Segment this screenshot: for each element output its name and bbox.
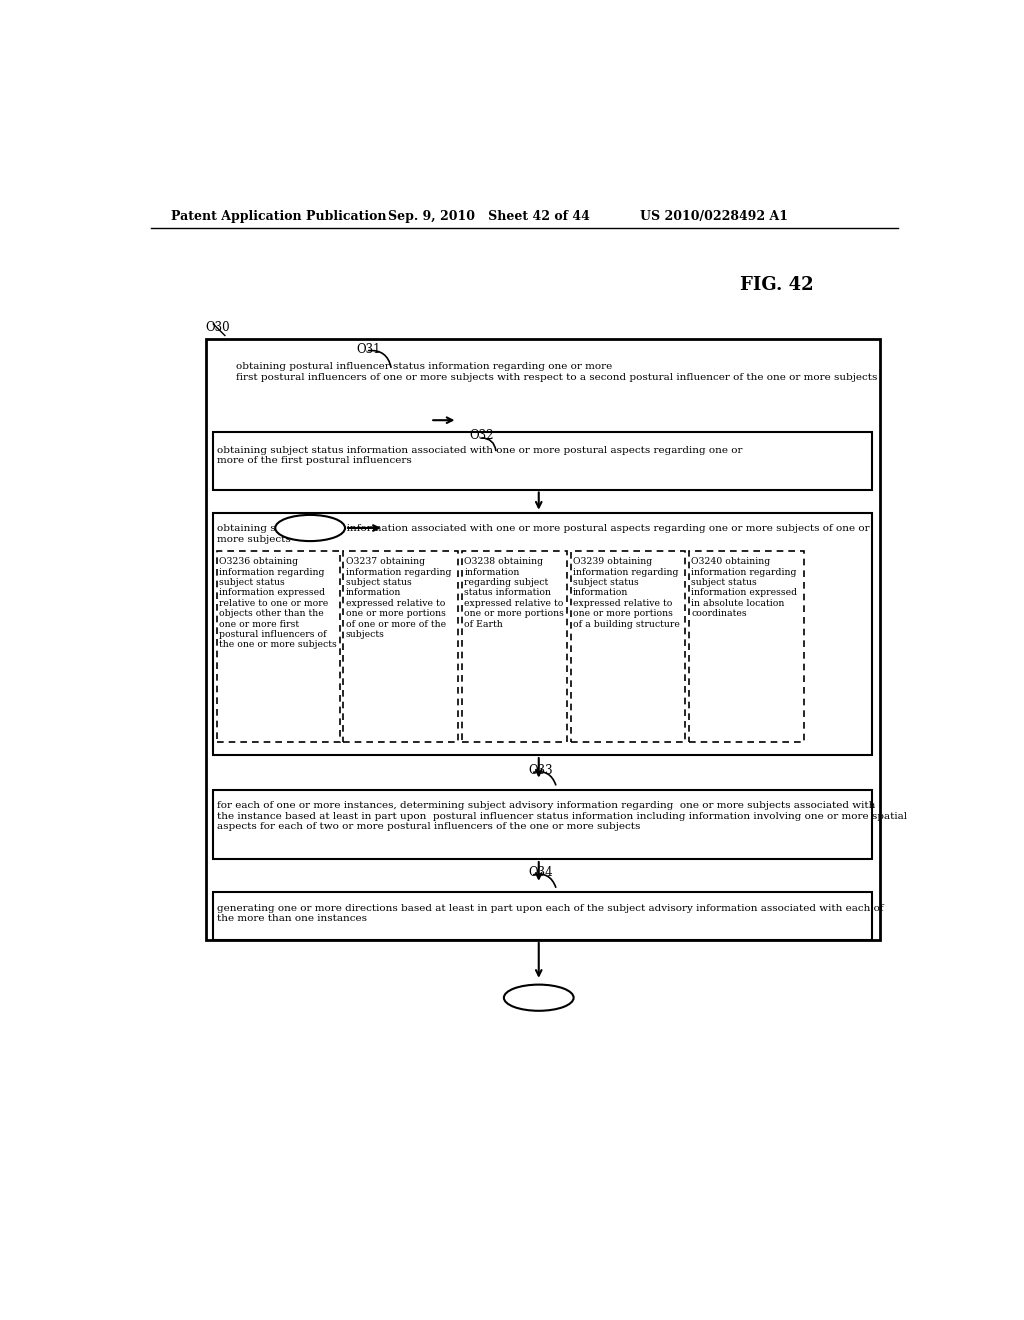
- Bar: [213, 789, 872, 859]
- Text: O31: O31: [356, 343, 381, 356]
- Text: O32: O32: [469, 429, 494, 442]
- Bar: [213, 892, 872, 940]
- Text: for each of one or more instances, determining subject advisory information rega: for each of one or more instances, deter…: [217, 801, 907, 832]
- Text: Start: Start: [294, 521, 326, 535]
- Ellipse shape: [504, 985, 573, 1011]
- Text: obtaining subject status information associated with one or more postural aspect: obtaining subject status information ass…: [217, 524, 869, 544]
- Bar: [462, 552, 566, 742]
- Bar: [213, 512, 872, 755]
- Text: O34: O34: [528, 866, 553, 879]
- Bar: [206, 339, 880, 940]
- Text: obtaining subject status information associated with one or more postural aspect: obtaining subject status information ass…: [217, 446, 742, 465]
- Bar: [213, 432, 872, 490]
- Bar: [570, 552, 685, 742]
- Text: O3236 obtaining
information regarding
subject status
information expressed
relat: O3236 obtaining information regarding su…: [219, 557, 337, 649]
- Text: End: End: [526, 991, 551, 1005]
- Bar: [343, 552, 458, 742]
- Text: O33: O33: [528, 764, 553, 777]
- Text: O3240 obtaining
information regarding
subject status
information expressed
in ab: O3240 obtaining information regarding su…: [691, 557, 798, 618]
- Text: O3238 obtaining
information
regarding subject
status information
expressed relat: O3238 obtaining information regarding su…: [464, 557, 564, 628]
- Text: FIG. 42: FIG. 42: [740, 276, 814, 294]
- Text: O3239 obtaining
information regarding
subject status
information
expressed relat: O3239 obtaining information regarding su…: [572, 557, 680, 628]
- Bar: [689, 552, 804, 742]
- Text: US 2010/0228492 A1: US 2010/0228492 A1: [640, 210, 787, 223]
- Text: obtaining postural influencer status information regarding one or more
first pos: obtaining postural influencer status inf…: [237, 363, 878, 381]
- Text: Sep. 9, 2010   Sheet 42 of 44: Sep. 9, 2010 Sheet 42 of 44: [388, 210, 590, 223]
- Text: Patent Application Publication: Patent Application Publication: [171, 210, 386, 223]
- Text: generating one or more directions based at least in part upon each of the subjec: generating one or more directions based …: [217, 904, 884, 923]
- Ellipse shape: [275, 515, 345, 541]
- Bar: [217, 552, 340, 742]
- Text: O3237 obtaining
information regarding
subject status
information
expressed relat: O3237 obtaining information regarding su…: [346, 557, 452, 639]
- Text: O30: O30: [206, 321, 230, 334]
